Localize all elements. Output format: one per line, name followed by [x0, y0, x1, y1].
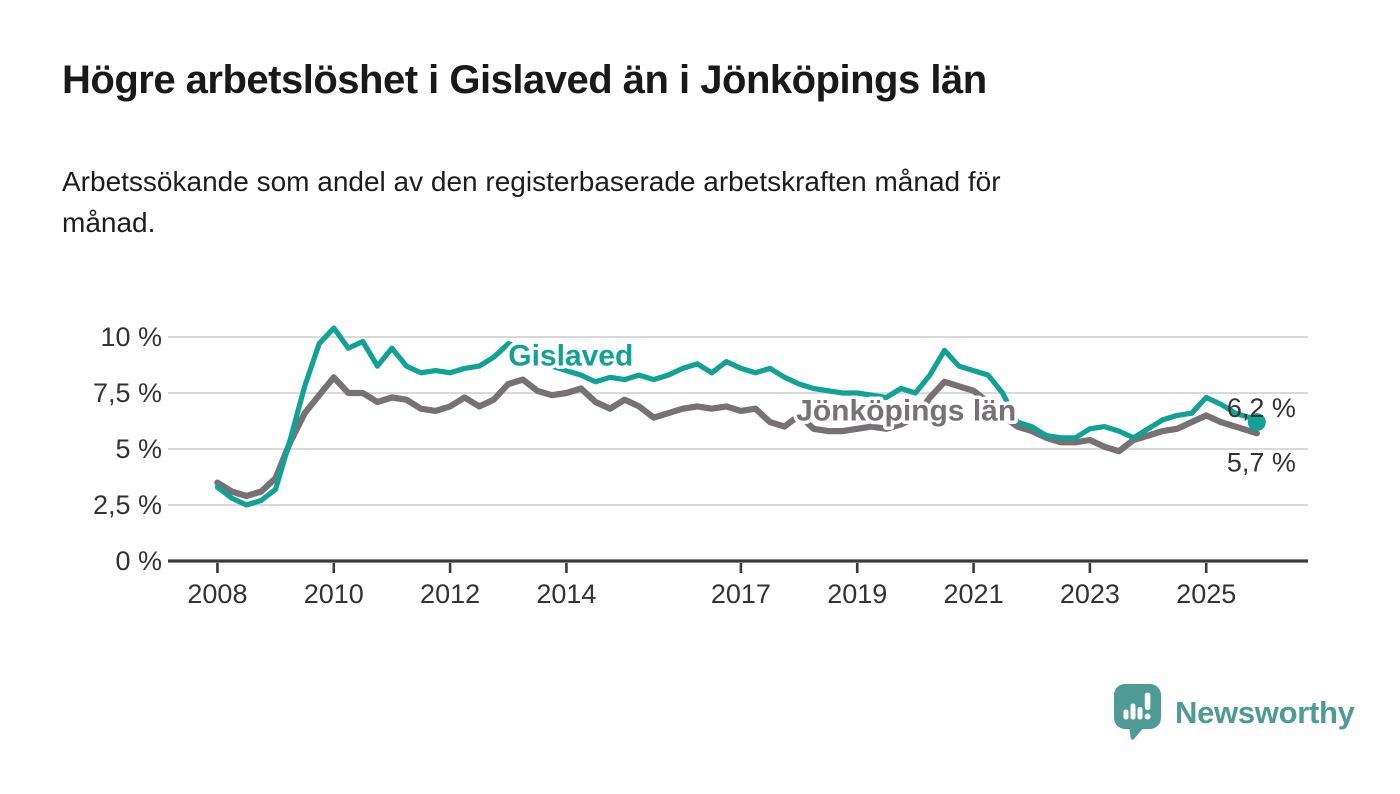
- y-tick-label: 10 %: [100, 322, 162, 352]
- logo-bar-1: [1123, 709, 1129, 720]
- x-tick-label: 2010: [304, 579, 364, 609]
- y-tick-label: 5 %: [115, 434, 162, 464]
- chart-subtitle-line2: månad.: [62, 206, 156, 238]
- x-tick-label: 2008: [187, 579, 247, 609]
- chart-title: Högre arbetslöshet i Gislaved än i Jönkö…: [62, 58, 987, 102]
- x-tick-label: 2023: [1060, 579, 1120, 609]
- x-tick-label: 2014: [536, 579, 596, 609]
- newsworthy-wordmark: Newsworthy: [1175, 694, 1355, 730]
- chart-subtitle: Arbetssökande som andel av den registerb…: [62, 162, 1001, 243]
- x-tick-label: 2017: [711, 579, 771, 609]
- x-tick-label: 2025: [1176, 579, 1236, 609]
- series-line-gislaved: [214, 325, 1260, 508]
- series-end-dot-gislaved: [1247, 413, 1266, 432]
- end-value-label-gislaved: 6,2 %: [1227, 393, 1296, 423]
- logo-bar-3: [1137, 707, 1143, 720]
- chart-subtitle-line1: Arbetssökande som andel av den registerb…: [62, 166, 1001, 197]
- series-label-j-nk-pings-l-n: Jönköpings län: [796, 394, 1016, 427]
- logo-exclamation-bar: [1144, 692, 1151, 710]
- x-tick-label: 2021: [944, 579, 1004, 609]
- x-tick-label: 2019: [827, 579, 887, 609]
- x-tick-label: 2012: [420, 579, 480, 609]
- logo-exclamation-dot: [1144, 713, 1151, 720]
- series-line-j-nk-pings-l-n: [214, 374, 1260, 500]
- y-tick-label: 0 %: [115, 546, 162, 576]
- newsworthy-logo-icon: [1114, 684, 1161, 740]
- y-tick-label: 7,5 %: [93, 378, 162, 408]
- end-value-label-j-nk-pings-l-n: 5,7 %: [1227, 447, 1296, 477]
- series-label-gislaved: Gislaved: [508, 340, 633, 373]
- logo-bar-2: [1130, 703, 1136, 720]
- y-tick-label: 2,5 %: [93, 490, 162, 520]
- newsworthy-brand: Newsworthy: [1114, 684, 1355, 741]
